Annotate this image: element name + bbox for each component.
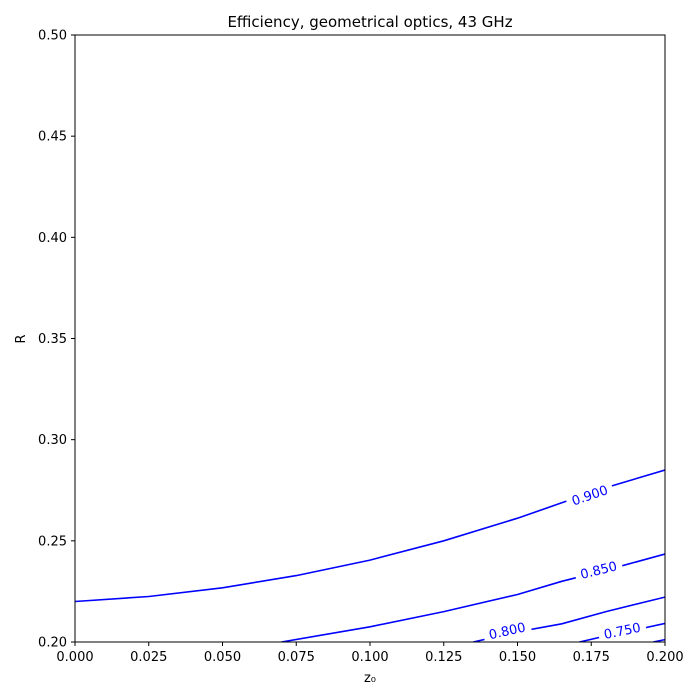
contour-label: 0.850	[579, 559, 619, 583]
y-tick-label: 0.45	[38, 130, 67, 145]
contour-label: 0.750	[603, 621, 642, 643]
y-tick-label: 0.25	[38, 534, 67, 549]
x-tick-label: 0.000	[56, 650, 93, 665]
x-tick-label: 0.050	[204, 650, 241, 665]
plot-frame	[74, 34, 666, 643]
y-axis-label: R	[14, 334, 29, 343]
contour-line-0.900	[75, 469, 665, 603]
x-tick-label: 0.200	[646, 650, 683, 665]
contour-label-gap	[596, 617, 648, 645]
contour-label-gap	[573, 555, 625, 585]
contour-label-gap	[481, 616, 533, 646]
chart-title: Efficiency, geometrical optics, 43 GHz	[227, 13, 512, 31]
x-tick-label: 0.100	[351, 650, 388, 665]
y-tick-label: 0.50	[38, 29, 67, 44]
y-tick-label: 0.35	[38, 332, 67, 347]
x-tick-label: 0.175	[573, 650, 610, 665]
y-tick-label: 0.20	[38, 636, 67, 651]
x-axis-label: z₀	[364, 671, 376, 686]
y-tick-label: 0.40	[38, 231, 67, 246]
x-tick-label: 0.150	[499, 650, 536, 665]
x-tick-label: 0.075	[278, 650, 315, 665]
x-tick-label: 0.125	[425, 650, 462, 665]
y-tick-label: 0.30	[38, 433, 67, 448]
x-tick-label: 0.025	[130, 650, 167, 665]
contour-label-gap	[564, 479, 616, 512]
